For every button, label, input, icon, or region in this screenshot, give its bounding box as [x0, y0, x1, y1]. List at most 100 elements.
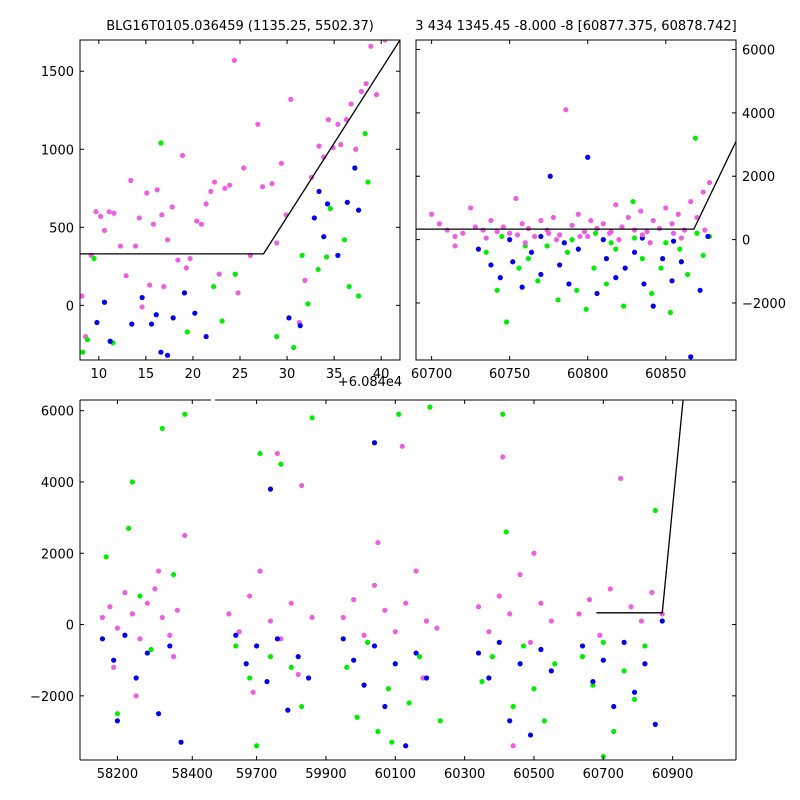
data-point — [355, 207, 362, 213]
data-point — [340, 636, 346, 642]
data-point — [669, 221, 675, 227]
data-point — [510, 259, 516, 265]
data-point — [577, 233, 583, 240]
data-point — [503, 319, 510, 325]
data-point — [255, 121, 261, 127]
data-point — [297, 323, 303, 329]
data-point — [111, 210, 117, 216]
data-point — [652, 507, 658, 514]
series-magenta — [429, 107, 713, 249]
model-line — [596, 400, 684, 614]
data-point — [267, 618, 274, 624]
data-point — [576, 611, 582, 617]
data-point — [678, 235, 684, 241]
data-point — [486, 675, 492, 681]
x-tick-label: 59900 — [305, 767, 346, 782]
y-tick-label: 2000 — [742, 170, 775, 185]
data-point — [550, 214, 556, 221]
data-point — [257, 568, 263, 574]
data-point — [348, 101, 354, 107]
data-point — [179, 152, 186, 159]
data-point — [659, 618, 665, 624]
data-point — [553, 237, 560, 243]
data-point — [150, 221, 157, 227]
data-point — [111, 664, 117, 670]
data-point — [538, 646, 544, 653]
panel-title: 3 434 1345.45 -8.000 -8 [60877.375, 6087… — [415, 19, 736, 34]
data-point — [517, 572, 523, 578]
data-point — [585, 154, 591, 160]
data-point — [607, 586, 613, 592]
data-point — [488, 262, 494, 268]
data-point — [639, 256, 645, 262]
data-point — [531, 686, 537, 692]
panel-title: BLG16T0105.036459 (1135.25, 5502.37) — [106, 19, 374, 34]
data-point — [323, 254, 330, 260]
data-point — [519, 284, 525, 290]
data-point — [694, 230, 700, 236]
model-line — [416, 141, 736, 230]
x-tick-label: 60800 — [567, 367, 608, 382]
x-tick-label: 60300 — [444, 767, 485, 782]
data-point — [99, 636, 106, 642]
data-point — [527, 639, 534, 645]
x-tick-label: 10 — [91, 367, 108, 382]
data-point — [563, 107, 569, 113]
data-point — [621, 668, 627, 674]
data-point — [600, 221, 606, 227]
data-point — [267, 654, 274, 660]
data-point — [382, 703, 388, 710]
data-point — [368, 43, 374, 49]
data-point — [208, 188, 214, 195]
y-tick-label: −2000 — [742, 297, 786, 312]
data-point — [259, 184, 266, 190]
data-point — [361, 682, 367, 688]
data-point — [111, 657, 117, 663]
x-tick-label: 35 — [326, 367, 343, 382]
data-point — [532, 233, 538, 240]
data-point — [561, 240, 567, 246]
data-point — [706, 179, 713, 186]
y-tick-label: 1000 — [41, 143, 74, 158]
data-point — [133, 693, 139, 699]
y-tick-label: 2000 — [41, 547, 74, 562]
data-point — [226, 611, 232, 617]
data-point — [652, 721, 658, 727]
x-tick-label: 60700 — [583, 767, 624, 782]
data-point — [625, 214, 631, 221]
data-point — [616, 237, 622, 243]
plot-area — [99, 400, 684, 760]
data-point — [452, 233, 458, 240]
data-point — [613, 275, 619, 281]
data-point — [603, 281, 610, 287]
data-point — [597, 632, 603, 638]
data-point — [340, 614, 346, 621]
data-point — [667, 309, 674, 316]
data-point — [241, 165, 247, 171]
data-point — [522, 240, 528, 246]
data-point — [361, 632, 367, 638]
data-point — [159, 425, 165, 432]
data-point — [103, 554, 109, 560]
data-point — [164, 237, 171, 243]
data-point — [427, 404, 433, 410]
data-point — [628, 604, 634, 610]
data-point — [278, 461, 284, 467]
data-point — [429, 211, 435, 217]
data-point — [642, 643, 648, 649]
data-point — [159, 614, 165, 621]
data-point — [434, 625, 440, 631]
data-point — [126, 525, 132, 531]
data-point — [247, 675, 253, 681]
data-point — [203, 333, 209, 340]
data-point — [153, 312, 159, 318]
data-point — [619, 224, 625, 230]
data-point — [216, 271, 222, 277]
data-point — [375, 539, 381, 546]
data-point — [475, 246, 482, 252]
data-point — [496, 639, 502, 645]
data-point — [575, 246, 581, 252]
data-point — [129, 479, 135, 485]
data-point — [353, 146, 359, 152]
data-point — [288, 664, 294, 670]
